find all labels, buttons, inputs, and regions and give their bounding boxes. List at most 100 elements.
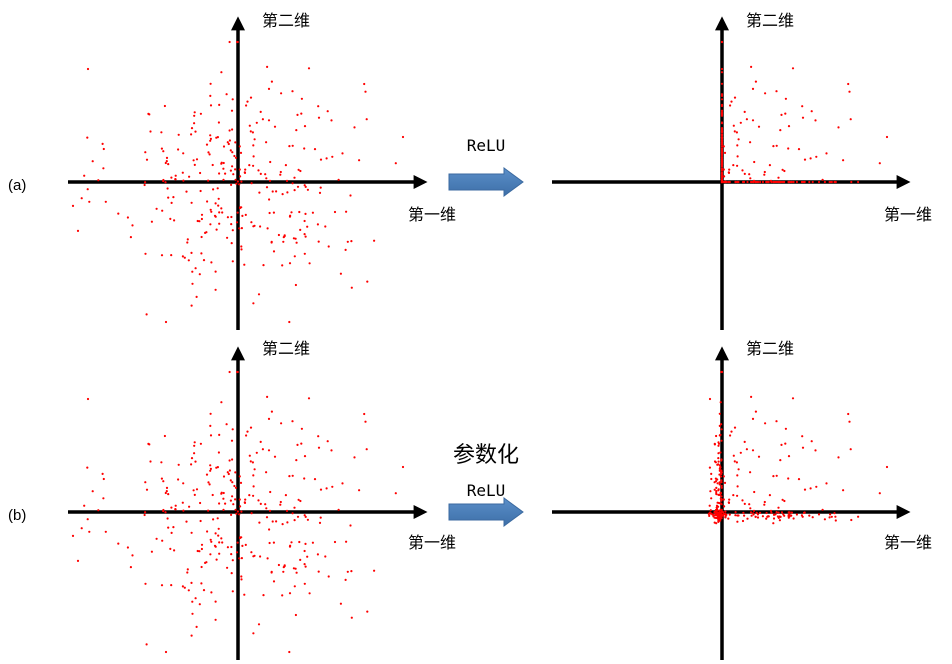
scatter-point (775, 510, 778, 514)
scatter-point (788, 513, 791, 516)
scatter-point (266, 65, 269, 68)
scatter-point (716, 501, 719, 504)
scatter-point (88, 530, 91, 533)
scatter-point (193, 493, 196, 496)
scatter-point (188, 505, 191, 508)
scatter-point (299, 169, 302, 173)
scatter-point (733, 426, 737, 429)
scatter-point (803, 158, 807, 161)
scatter-point (363, 82, 366, 86)
scatter-point (80, 527, 83, 530)
scatter-point (258, 191, 261, 194)
scatter-point (756, 516, 760, 519)
scatter-point (200, 582, 203, 585)
scatter-point (713, 460, 717, 463)
scatter-point (191, 600, 194, 603)
scatter-point (265, 186, 269, 189)
scatter-point (239, 505, 242, 508)
scatter-point (268, 179, 272, 182)
scatter-point (250, 512, 253, 515)
scatter-point (720, 94, 724, 97)
scatter-point (834, 180, 837, 184)
plot-a-input: 第二维 第一维 (68, 11, 456, 330)
scatter-point (294, 613, 297, 617)
scatter-point (878, 162, 881, 165)
scatter-point (102, 477, 105, 481)
scatter-point (759, 511, 762, 514)
scatter-point (737, 138, 740, 141)
scatter-point (198, 220, 201, 223)
scatter-point (753, 490, 756, 494)
scatter-point (286, 521, 289, 524)
scatter-point (850, 180, 853, 184)
scatter-point (199, 189, 202, 193)
scatter-point (188, 175, 191, 178)
scatter-point (231, 590, 234, 593)
scatter-point (724, 510, 727, 513)
scatter-point (304, 565, 307, 568)
scatter-point (720, 370, 723, 374)
scatter-point (296, 515, 300, 518)
scatter-point (194, 597, 197, 600)
scatter-point (810, 110, 813, 113)
scatter-point (226, 236, 229, 239)
scatter-point (210, 591, 213, 594)
scatter-point (293, 189, 296, 192)
scatter-point (291, 512, 294, 515)
scatter-point (800, 180, 804, 184)
scatter-point (783, 180, 786, 184)
scatter-point (717, 452, 720, 455)
scatter-point (344, 248, 347, 251)
scatter-point (768, 164, 772, 167)
scatter-point (218, 541, 221, 544)
scatter-point (222, 178, 225, 181)
scatter-point (192, 159, 195, 162)
scatter-point (230, 183, 233, 186)
scatter-point (288, 320, 291, 324)
scatter-point (268, 509, 272, 512)
scatter-point (258, 521, 261, 524)
scatter-point (261, 118, 264, 121)
scatter-point (217, 451, 220, 454)
scatter-point (751, 449, 755, 452)
scatter-point (286, 191, 289, 194)
scatter-point (303, 233, 306, 236)
scatter-point (228, 370, 231, 374)
y-axis-label: 第二维 (746, 11, 794, 30)
scatter-point (251, 131, 254, 134)
scatter-point (842, 159, 845, 162)
scatter-point (373, 239, 376, 242)
scatter-point (294, 237, 297, 240)
scatter-point (303, 514, 306, 517)
scatter-point (250, 182, 253, 185)
scatter-point (163, 434, 166, 438)
scatter-point (743, 440, 746, 443)
scatter-point (267, 417, 271, 420)
scatter-point (230, 439, 234, 442)
scatter-point (303, 549, 306, 553)
scatter-point (837, 456, 840, 459)
scatter-point (268, 541, 271, 545)
scatter-point (83, 174, 86, 177)
scatter-point (720, 423, 723, 426)
scatter-point (233, 484, 236, 488)
scatter-point (209, 412, 212, 415)
scatter-point (239, 151, 243, 154)
scatter-point (76, 559, 80, 563)
scatter-point (245, 104, 248, 107)
scatter-point (187, 259, 190, 262)
scatter-point (252, 555, 255, 558)
scatter-point (757, 455, 761, 458)
scatter-point (164, 320, 168, 324)
scatter-point (248, 164, 251, 167)
scatter-point (722, 168, 725, 171)
scatter-point (307, 67, 311, 70)
scatter-point (849, 448, 852, 451)
scatter-point (720, 169, 724, 172)
scatter-point (751, 119, 755, 122)
scatter-point (401, 465, 405, 469)
scatter-point (218, 222, 221, 225)
scatter-point (725, 513, 728, 516)
scatter-point (220, 207, 223, 210)
scatter-point (720, 428, 723, 431)
